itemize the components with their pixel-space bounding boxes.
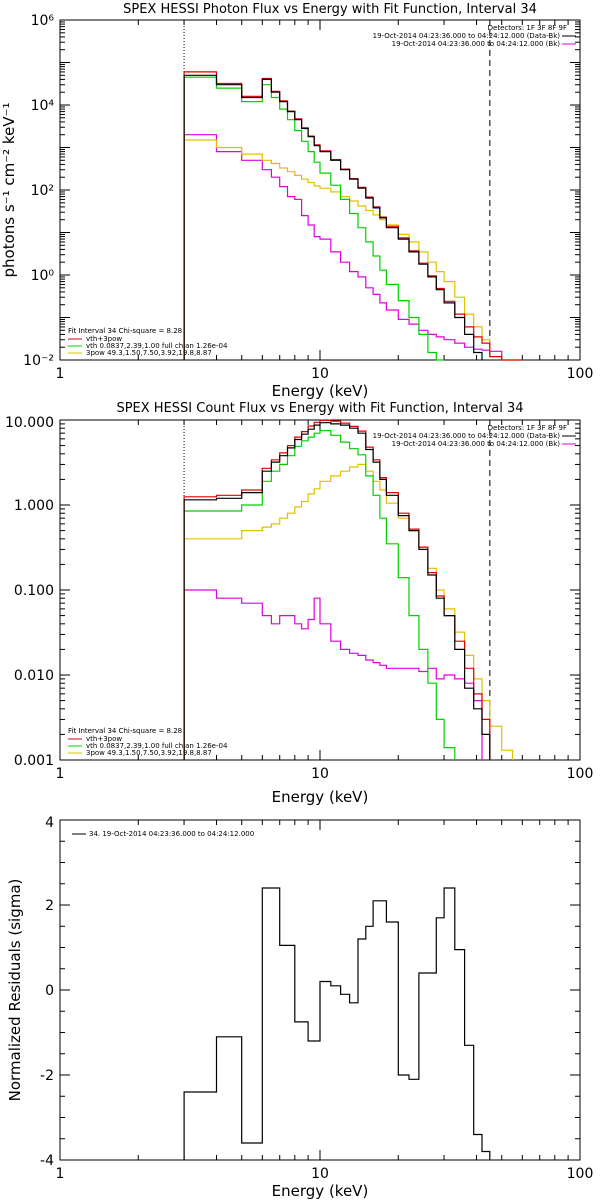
photon-legend-data: 19-Oct-2014 04:23:36.000 to 04:24:12.000… bbox=[373, 32, 561, 40]
residuals-xaxis-label: Energy (keV) bbox=[272, 1182, 369, 1200]
photon-legend-detectors: Detectors: 1F 3F 8F 9F bbox=[488, 24, 567, 32]
photon-legend-thermal: vth 0.0837,2.39,1.00 full chian 1.26e-04 bbox=[86, 342, 228, 350]
residuals-xtick-10: 10 bbox=[311, 1166, 329, 1182]
photon-ytick-2: 10² bbox=[31, 183, 54, 199]
photon-plot-frame bbox=[59, 19, 581, 361]
count-legend-thermal: vth 0.0837,2.39,1.00 full chian 1.26e-04 bbox=[86, 742, 228, 750]
photon-ytick-3: 10⁴ bbox=[31, 98, 55, 114]
photon-chart-title: SPEX HESSI Photon Flux vs Energy with Fi… bbox=[123, 2, 537, 17]
panel-count-flux: SPEX HESSI Count Flux vs Energy with Fit… bbox=[5, 401, 593, 806]
photon-series-thermal bbox=[183, 76, 445, 361]
count-xaxis-label: Energy (keV) bbox=[272, 788, 369, 806]
photon-series-powerlaw bbox=[183, 139, 523, 361]
photon-legend-powerlaw: 3pow 49.3,1.50,7.50,3.92,19.8,8.87 bbox=[86, 349, 212, 357]
residuals-xtick-100: 100 bbox=[567, 1166, 594, 1182]
residuals-ytick-2: 0 bbox=[45, 983, 54, 999]
photon-series-background bbox=[183, 134, 503, 360]
count-series-lines bbox=[183, 419, 514, 760]
count-xtick-1: 1 bbox=[56, 766, 65, 782]
photon-series-total bbox=[183, 71, 523, 361]
photon-legend-fit: Fit Interval 34 Chi-square = 8.28 bbox=[68, 327, 182, 335]
count-ticks bbox=[59, 420, 580, 761]
photon-ytick-4: 10⁶ bbox=[31, 13, 55, 29]
photon-xtick-10: 10 bbox=[311, 366, 329, 382]
photon-ytick-1: 10⁰ bbox=[31, 268, 55, 284]
panel-residuals: 1 10 100 Energy (keV) -4 -2 0 2 4 Normal… bbox=[6, 815, 593, 1200]
residuals-ytick-1: -2 bbox=[40, 1068, 54, 1084]
count-series-background bbox=[183, 589, 483, 760]
count-legend-fit: Fit Interval 34 Chi-square = 8.28 bbox=[68, 727, 182, 735]
count-series-thermal bbox=[183, 430, 456, 760]
photon-legend-total: vth+3pow bbox=[86, 335, 122, 343]
photon-series-lines bbox=[183, 71, 523, 361]
residuals-ticks bbox=[59, 819, 580, 1161]
residuals-legend-label: 34. 19-Oct-2014 04:23:36.000 to 04:24:12… bbox=[89, 830, 254, 838]
residuals-ytick-4: 4 bbox=[45, 815, 54, 831]
residuals-ytick-3: 2 bbox=[45, 898, 54, 914]
residuals-series-data bbox=[183, 887, 491, 1160]
count-xtick-10: 10 bbox=[311, 766, 329, 782]
count-series-data bbox=[183, 422, 491, 760]
count-legend-powerlaw: 3pow 49.3,1.50,7.50,3.92,19.8,8.87 bbox=[86, 749, 212, 757]
count-ytick-2: 0.100 bbox=[14, 583, 54, 599]
photon-series-data bbox=[183, 74, 483, 360]
residuals-yaxis-label: Normalized Residuals (sigma) bbox=[6, 879, 24, 1102]
count-plot-frame bbox=[59, 419, 581, 761]
photon-legend-bk: 19-Oct-2014 04:23:36.000 to 04:24:12.000… bbox=[392, 40, 561, 48]
photon-xtick-1: 1 bbox=[56, 366, 65, 382]
count-xtick-100: 100 bbox=[567, 766, 594, 782]
count-legend-detectors: Detectors: 1F 3F 8F 9F bbox=[488, 424, 567, 432]
photon-xaxis-label: Energy (keV) bbox=[272, 382, 369, 400]
photon-xtick-100: 100 bbox=[567, 366, 594, 382]
count-chart-title: SPEX HESSI Count Flux vs Energy with Fit… bbox=[116, 401, 523, 416]
count-legend-data: 19-Oct-2014 04:23:36.000 to 04:24:12.000… bbox=[373, 432, 561, 440]
count-ytick-3: 1.000 bbox=[14, 498, 54, 514]
photon-ticks bbox=[59, 20, 580, 361]
residuals-series-lines bbox=[183, 887, 491, 1160]
count-ytick-1: 0.010 bbox=[14, 668, 54, 684]
residuals-ytick-0: -4 bbox=[40, 1153, 54, 1169]
count-ytick-0: 0.001 bbox=[14, 753, 54, 769]
count-ytick-4: 10.000 bbox=[5, 415, 54, 431]
panel-photon-flux: SPEX HESSI Photon Flux vs Energy with Fi… bbox=[0, 2, 593, 400]
count-legend-bk: 19-Oct-2014 04:23:36.000 to 04:24:12.000… bbox=[392, 440, 561, 448]
photon-ytick-0: 10⁻² bbox=[23, 353, 54, 369]
residuals-xtick-1: 1 bbox=[56, 1166, 65, 1182]
count-series-powerlaw bbox=[183, 463, 514, 760]
count-legend-total: vth+3pow bbox=[86, 735, 122, 743]
photon-yaxis-label: photons s⁻¹ cm⁻² keV⁻¹ bbox=[0, 103, 18, 278]
